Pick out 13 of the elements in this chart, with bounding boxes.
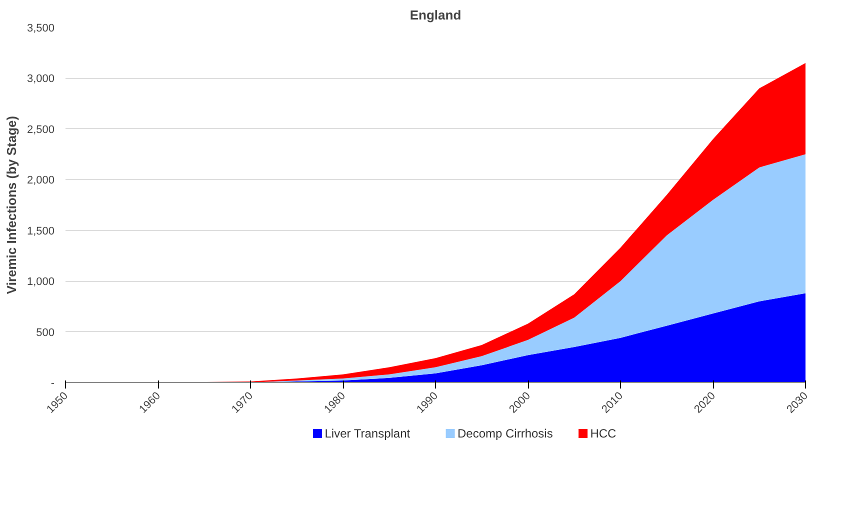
legend-label: HCC [590,426,617,440]
y-tick-label: 3,000 [26,73,55,86]
y-tick-label: 2,000 [26,174,55,187]
y-tick-label: 1,500 [26,225,55,238]
chart-title: England [410,8,462,22]
y-tick-label: - [50,378,55,390]
y-tick-label: 3,500 [26,22,55,34]
legend-label: Decomp Cirrhosis [457,426,553,440]
y-tick-label: 1,000 [26,276,55,288]
legend-label: Liver Transplant [324,426,411,440]
y-tick-label: 500 [36,326,55,339]
y-axis-title: Viremic Infections (by Stage) [4,116,19,294]
y-tick-label: 2,500 [26,124,55,136]
